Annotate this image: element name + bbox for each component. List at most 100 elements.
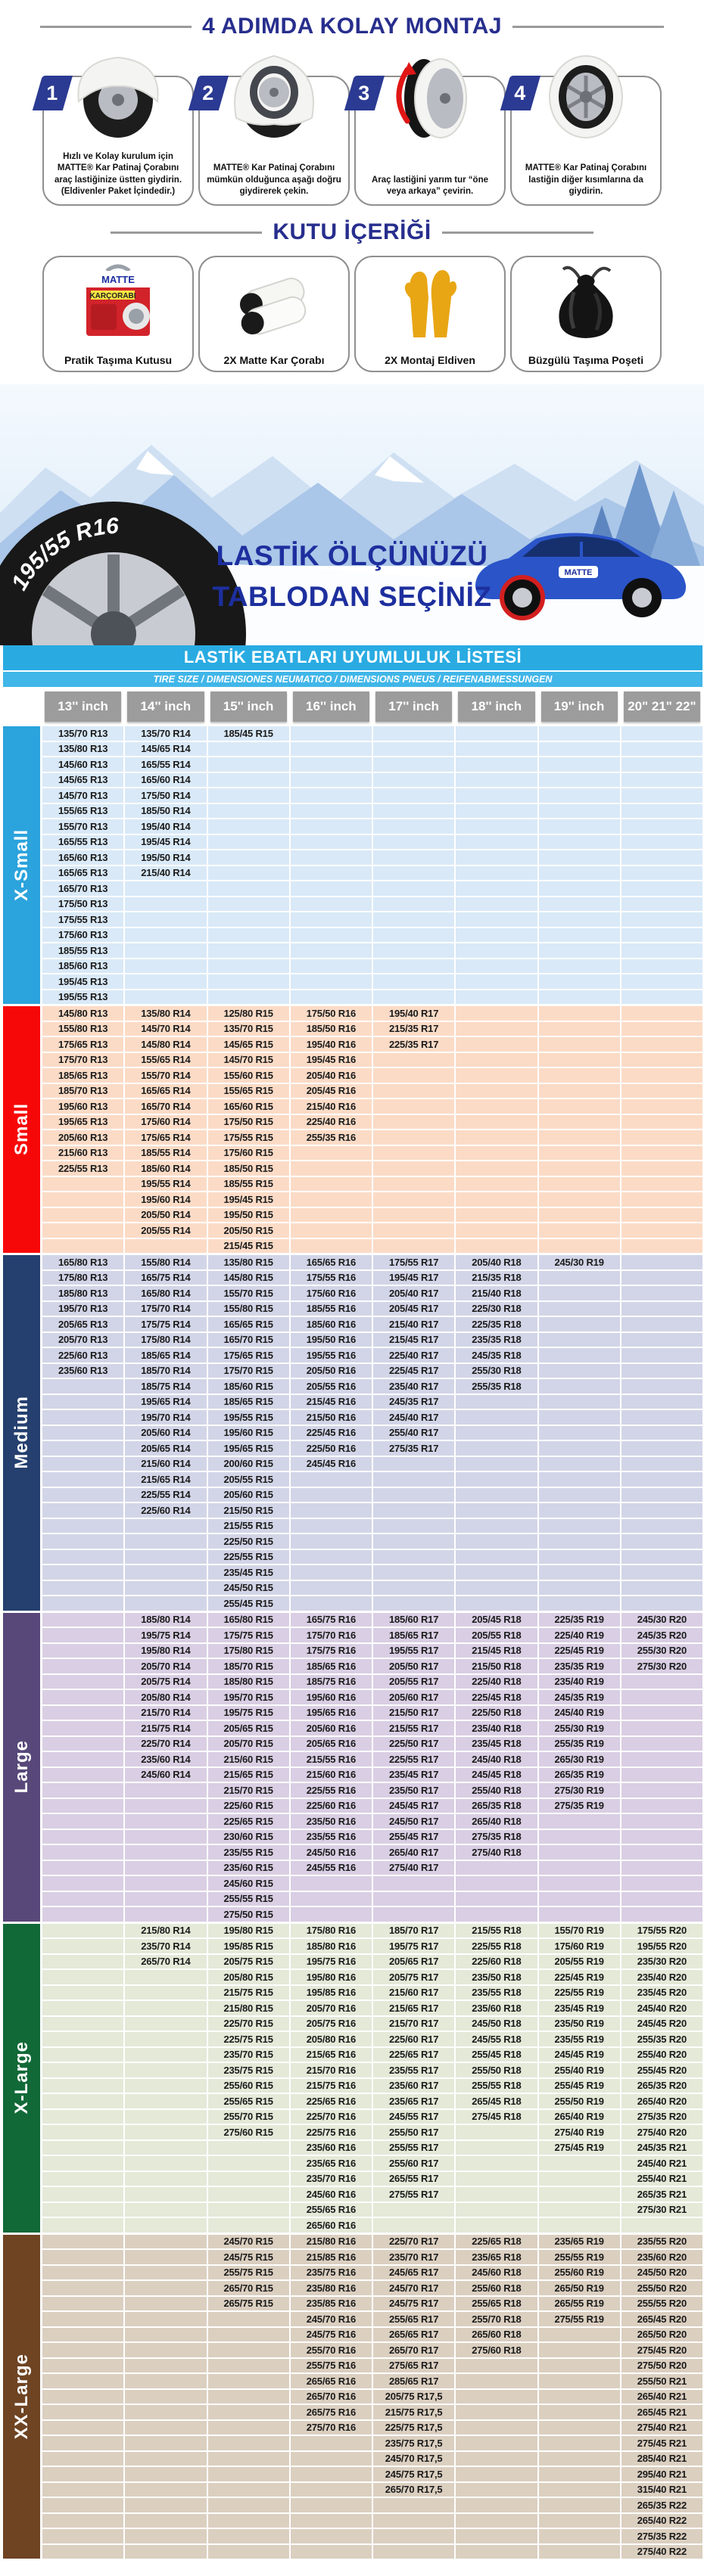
empty-size-cell bbox=[42, 1394, 124, 1409]
tire-size-cell: 265/70 R17 bbox=[373, 2343, 455, 2357]
empty-size-cell bbox=[373, 1176, 455, 1191]
section-label-x-small: X-Small bbox=[3, 726, 40, 1004]
empty-size-cell bbox=[456, 850, 537, 865]
empty-size-cell bbox=[621, 990, 702, 1004]
empty-size-cell bbox=[621, 959, 702, 973]
tire-size-cell: 175/70 R13 bbox=[42, 1052, 124, 1067]
tire-size-cell: 155/70 R19 bbox=[538, 1923, 620, 1937]
empty-size-cell bbox=[456, 2389, 537, 2404]
tire-size-cell: 185/70 R17 bbox=[373, 1923, 455, 1937]
empty-size-cell bbox=[42, 2343, 124, 2357]
empty-size-cell bbox=[42, 1907, 124, 1922]
tire-size-cell: 265/35 R18 bbox=[456, 1798, 537, 1813]
empty-size-cell bbox=[373, 772, 455, 787]
empty-size-cell bbox=[456, 1472, 537, 1487]
empty-size-cell bbox=[290, 819, 372, 834]
tire-size-cell: 175/75 R15 bbox=[207, 1628, 289, 1642]
empty-size-cell bbox=[125, 2265, 207, 2279]
empty-size-cell bbox=[456, 1161, 537, 1176]
tire-size-cell: 275/30 R19 bbox=[538, 1783, 620, 1798]
tire-size-cell: 195/85 R16 bbox=[290, 1985, 372, 2000]
box-contents-title-row: KUTU İÇERİĞİ bbox=[0, 219, 704, 245]
tire-size-cell: 215/50 R17 bbox=[373, 1705, 455, 1720]
empty-size-cell bbox=[456, 772, 537, 787]
tire-size-cell: 255/30 R18 bbox=[456, 1363, 537, 1378]
tire-size-cell: 185/50 R14 bbox=[125, 803, 207, 818]
empty-size-cell bbox=[373, 1487, 455, 1502]
empty-size-cell bbox=[456, 974, 537, 989]
empty-size-cell bbox=[456, 834, 537, 849]
empty-size-cell bbox=[42, 1659, 124, 1673]
tire-size-cell: 235/40 R20 bbox=[621, 1970, 702, 1984]
empty-size-cell bbox=[207, 2529, 289, 2543]
empty-size-cell bbox=[456, 1099, 537, 1114]
tire-size-cell: 215/50 R15 bbox=[207, 1503, 289, 1518]
empty-size-cell bbox=[456, 2529, 537, 2543]
empty-size-cell bbox=[125, 943, 207, 958]
empty-size-cell bbox=[42, 2374, 124, 2388]
tire-size-cell: 225/50 R15 bbox=[207, 1534, 289, 1549]
empty-size-cell bbox=[456, 2374, 537, 2388]
banner-headline-line1: LASTİK ÖLÇÜNÜZÜ bbox=[216, 540, 488, 571]
empty-size-cell bbox=[621, 1705, 702, 1720]
empty-size-cell bbox=[207, 2436, 289, 2450]
empty-size-cell bbox=[207, 990, 289, 1004]
tire-size-cell: 255/60 R17 bbox=[373, 2156, 455, 2170]
empty-size-cell bbox=[373, 1580, 455, 1595]
tire-size-cell: 185/60 R17 bbox=[373, 1612, 455, 1627]
empty-size-cell bbox=[538, 1223, 620, 1238]
tire-size-cell: 275/35 R20 bbox=[621, 2109, 702, 2124]
tire-size-cell: 145/80 R13 bbox=[42, 1006, 124, 1021]
table-section-xx-large: XX-Large 245/70 R15 215/80 R16 225/70 R17 22… bbox=[3, 2234, 702, 2559]
tire-size-cell: 255/70 R18 bbox=[456, 2312, 537, 2326]
step-card-2: 2 MATTE® Kar Patinaj Çorabını mümkün old… bbox=[188, 54, 350, 206]
tire-size-cell: 145/60 R13 bbox=[42, 757, 124, 772]
empty-size-cell bbox=[42, 1783, 124, 1798]
column-header-19inch: 19'' inch bbox=[540, 691, 618, 722]
empty-size-cell bbox=[42, 1534, 124, 1549]
empty-size-cell bbox=[538, 943, 620, 958]
empty-size-cell bbox=[42, 1456, 124, 1471]
empty-size-cell bbox=[621, 1891, 702, 1906]
tire-size-cell: 255/55 R19 bbox=[538, 2250, 620, 2264]
empty-size-cell bbox=[42, 2016, 124, 2031]
empty-size-cell bbox=[207, 2420, 289, 2435]
empty-size-cell bbox=[538, 1068, 620, 1083]
empty-size-cell bbox=[538, 1363, 620, 1378]
tire-size-cell: 225/60 R13 bbox=[42, 1348, 124, 1363]
tire-size-cell: 255/35 R16 bbox=[290, 1130, 372, 1145]
empty-size-cell bbox=[538, 2451, 620, 2466]
empty-size-cell bbox=[125, 2343, 207, 2357]
empty-size-cell bbox=[538, 1394, 620, 1409]
section-label-text: Medium bbox=[11, 1396, 32, 1470]
empty-size-cell bbox=[621, 1829, 702, 1844]
empty-size-cell bbox=[538, 2482, 620, 2497]
tire-size-cell: 175/55 R16 bbox=[290, 1270, 372, 1285]
empty-size-cell bbox=[538, 1192, 620, 1207]
empty-size-cell bbox=[207, 2327, 289, 2341]
empty-size-cell bbox=[621, 1286, 702, 1300]
empty-size-cell bbox=[42, 1580, 124, 1595]
tire-size-cell: 245/75 R17,5 bbox=[373, 2467, 455, 2481]
tire-size-cell: 225/60 R18 bbox=[456, 1954, 537, 1969]
empty-size-cell bbox=[42, 1705, 124, 1720]
empty-size-cell bbox=[207, 2389, 289, 2404]
tire-size-cell: 255/45 R20 bbox=[621, 2063, 702, 2077]
empty-size-cell bbox=[42, 2265, 124, 2279]
tire-size-cell: 225/45 R19 bbox=[538, 1970, 620, 1984]
empty-size-cell bbox=[621, 757, 702, 772]
tire-size-cell: 205/60 R17 bbox=[373, 1690, 455, 1704]
empty-size-cell bbox=[290, 803, 372, 818]
box-item-caption: 2X Montaj Eldiven bbox=[385, 354, 475, 366]
empty-size-cell bbox=[621, 1690, 702, 1704]
empty-size-cell bbox=[125, 2281, 207, 2295]
empty-size-cell bbox=[290, 1238, 372, 1253]
empty-size-cell bbox=[456, 741, 537, 756]
tire-size-cell: 165/65 R14 bbox=[125, 1083, 207, 1098]
title-divider-right bbox=[441, 231, 593, 234]
empty-size-cell bbox=[456, 2544, 537, 2559]
empty-size-cell bbox=[538, 1565, 620, 1580]
empty-size-cell bbox=[42, 2498, 124, 2512]
size-table-body: X-Small 135/70 R13 135/70 R14 185/45 R15 135… bbox=[0, 722, 704, 2562]
